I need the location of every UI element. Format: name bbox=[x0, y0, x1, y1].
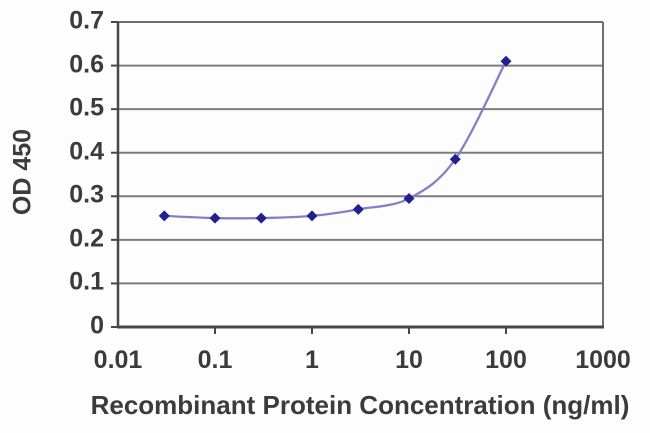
x-tick-label: 1 bbox=[305, 346, 319, 374]
y-tick-label: 0.2 bbox=[69, 224, 104, 253]
data-point-marker bbox=[209, 212, 221, 224]
x-axis-title: Recombinant Protein Concentration (ng/ml… bbox=[90, 390, 630, 420]
y-tick-label: 0.3 bbox=[69, 180, 104, 209]
x-tick-label: 0.01 bbox=[93, 346, 143, 374]
data-series-line bbox=[164, 60, 508, 220]
data-point-marker bbox=[158, 210, 170, 222]
y-tick-label: 0 bbox=[90, 311, 104, 340]
plot-area bbox=[111, 21, 604, 334]
y-tick-label: 0.6 bbox=[69, 50, 104, 79]
x-tick-label: 100 bbox=[485, 346, 527, 374]
x-tick-label: 10 bbox=[395, 346, 423, 374]
y-tick-label: 0.7 bbox=[69, 6, 104, 35]
x-tick-label: 0.1 bbox=[197, 346, 233, 374]
data-point-marker bbox=[352, 203, 364, 215]
data-point-marker bbox=[255, 212, 267, 224]
x-tick-label: 1000 bbox=[575, 346, 631, 374]
y-tick-label: 0.4 bbox=[69, 137, 104, 166]
data-point-marker bbox=[403, 192, 415, 204]
y-tick-label: 0.1 bbox=[69, 267, 104, 296]
data-point-marker bbox=[449, 153, 461, 165]
data-point-marker bbox=[306, 210, 318, 222]
chart-canvas bbox=[111, 21, 604, 334]
data-point-marker bbox=[500, 55, 512, 67]
y-tick-label: 0.5 bbox=[69, 93, 104, 122]
